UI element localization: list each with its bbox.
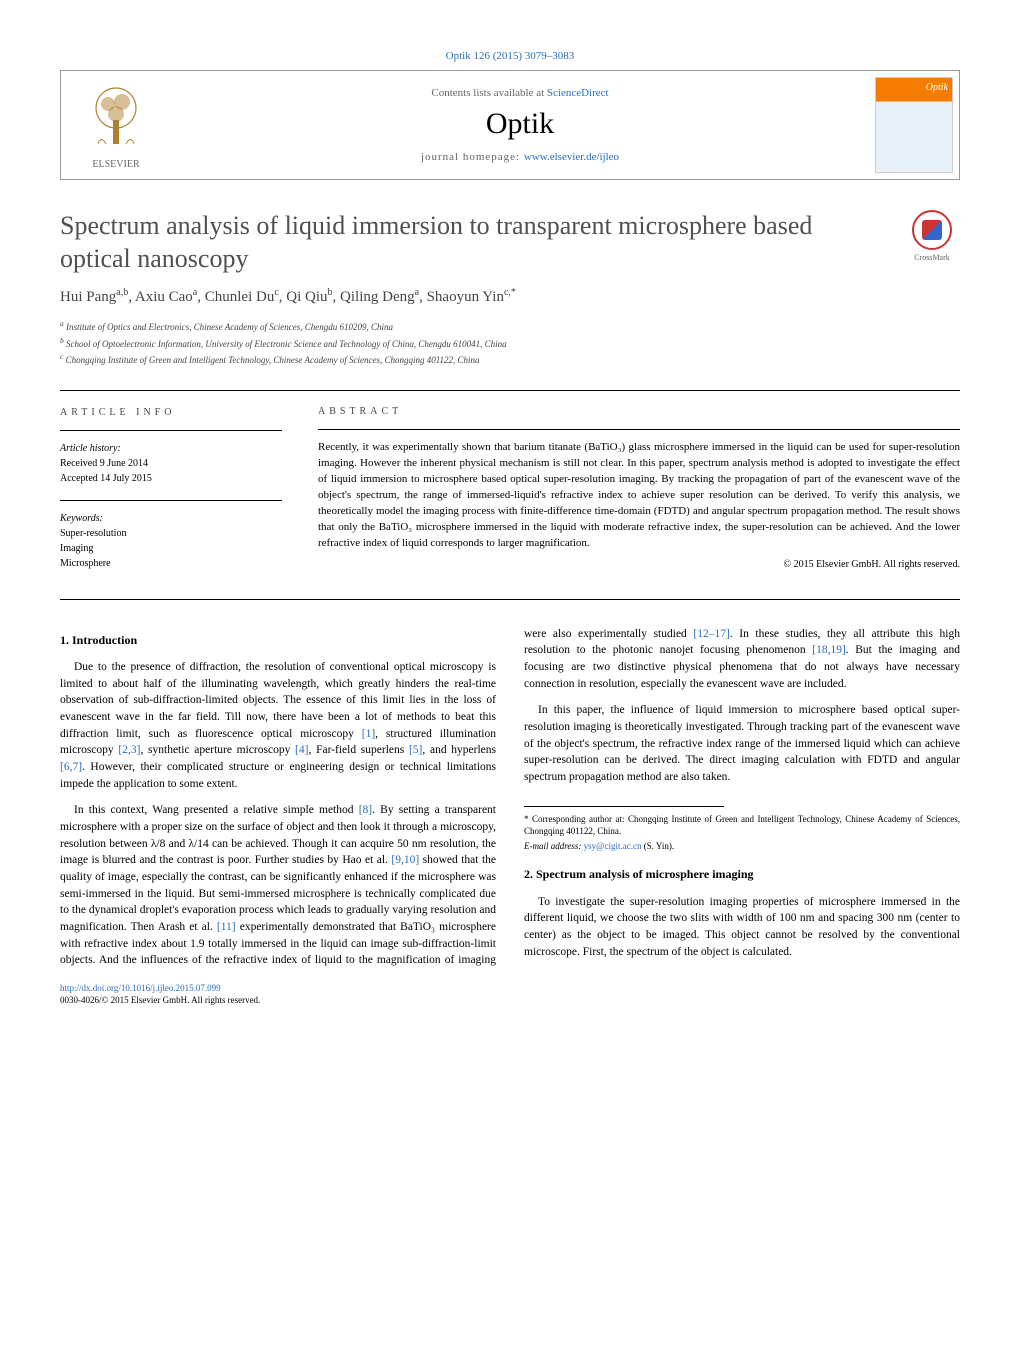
doi-block: http://dx.doi.org/10.1016/j.ijleo.2015.0… — [60, 982, 960, 1007]
journal-title: Optik — [171, 107, 869, 141]
email-link[interactable]: ysy@cigit.ac.cn — [584, 841, 642, 851]
doi-link[interactable]: http://dx.doi.org/10.1016/j.ijleo.2015.0… — [60, 983, 221, 993]
abstract-copyright: © 2015 Elsevier GmbH. All rights reserve… — [318, 558, 960, 573]
keywords-block: Keywords: Super-resolution Imaging Micro… — [60, 511, 282, 571]
crossmark-icon — [912, 210, 952, 250]
article-info-heading: article info — [60, 405, 282, 420]
sciencedirect-link[interactable]: ScienceDirect — [547, 87, 609, 99]
elsevier-tree-icon — [86, 80, 146, 150]
article-title: Spectrum analysis of liquid immersion to… — [60, 210, 884, 275]
email-footnote: E-mail address: ysy@cigit.ac.cn (S. Yin)… — [524, 840, 960, 853]
affil-b: b School of Optoelectronic Information, … — [60, 335, 960, 352]
header-citation: Optik 126 (2015) 3079–3083 — [60, 50, 960, 62]
section-2-heading: 2. Spectrum analysis of microsphere imag… — [524, 866, 960, 883]
abstract-heading: abstract — [318, 405, 960, 420]
journal-cover-thumbnail — [875, 77, 953, 173]
section-1-heading: 1. Introduction — [60, 632, 496, 649]
affil-a: a Institute of Optics and Electronics, C… — [60, 318, 960, 335]
corresponding-footnote: * Corresponding author at: Chongqing Ins… — [524, 813, 960, 838]
crossmark-badge[interactable]: CrossMark — [904, 210, 960, 262]
section-1-para-1: Due to the presence of diffraction, the … — [60, 659, 496, 792]
footnote-rule — [524, 806, 724, 807]
publisher-name: ELSEVIER — [71, 159, 161, 170]
homepage-link[interactable]: www.elsevier.de/ijleo — [524, 151, 619, 163]
publisher-logo: ELSEVIER — [61, 70, 171, 180]
authors-line: Hui Panga,b, Axiu Caoa, Chunlei Duc, Qi … — [60, 287, 960, 306]
article-history: Article history: Received 9 June 2014 Ac… — [60, 441, 282, 486]
abstract-text: Recently, it was experimentally shown th… — [318, 440, 960, 552]
contents-available: Contents lists available at ScienceDirec… — [171, 87, 869, 99]
article-info-column: article info Article history: Received 9… — [60, 391, 300, 599]
crossmark-label: CrossMark — [904, 253, 960, 262]
issn-copyright: 0030-4026/© 2015 Elsevier GmbH. All righ… — [60, 995, 260, 1005]
section-2-para-1: To investigate the super-resolution imag… — [524, 894, 960, 961]
affil-c: c Chongqing Institute of Green and Intel… — [60, 351, 960, 368]
journal-header: ELSEVIER Contents lists available at Sci… — [60, 70, 960, 180]
affiliations: a Institute of Optics and Electronics, C… — [60, 318, 960, 368]
body-columns: 1. Introduction Due to the presence of d… — [60, 626, 960, 970]
abstract-column: abstract Recently, it was experimentally… — [300, 391, 960, 599]
journal-homepage: journal homepage: www.elsevier.de/ijleo — [171, 151, 869, 163]
section-1-para-3: In this paper, the influence of liquid i… — [524, 702, 960, 785]
